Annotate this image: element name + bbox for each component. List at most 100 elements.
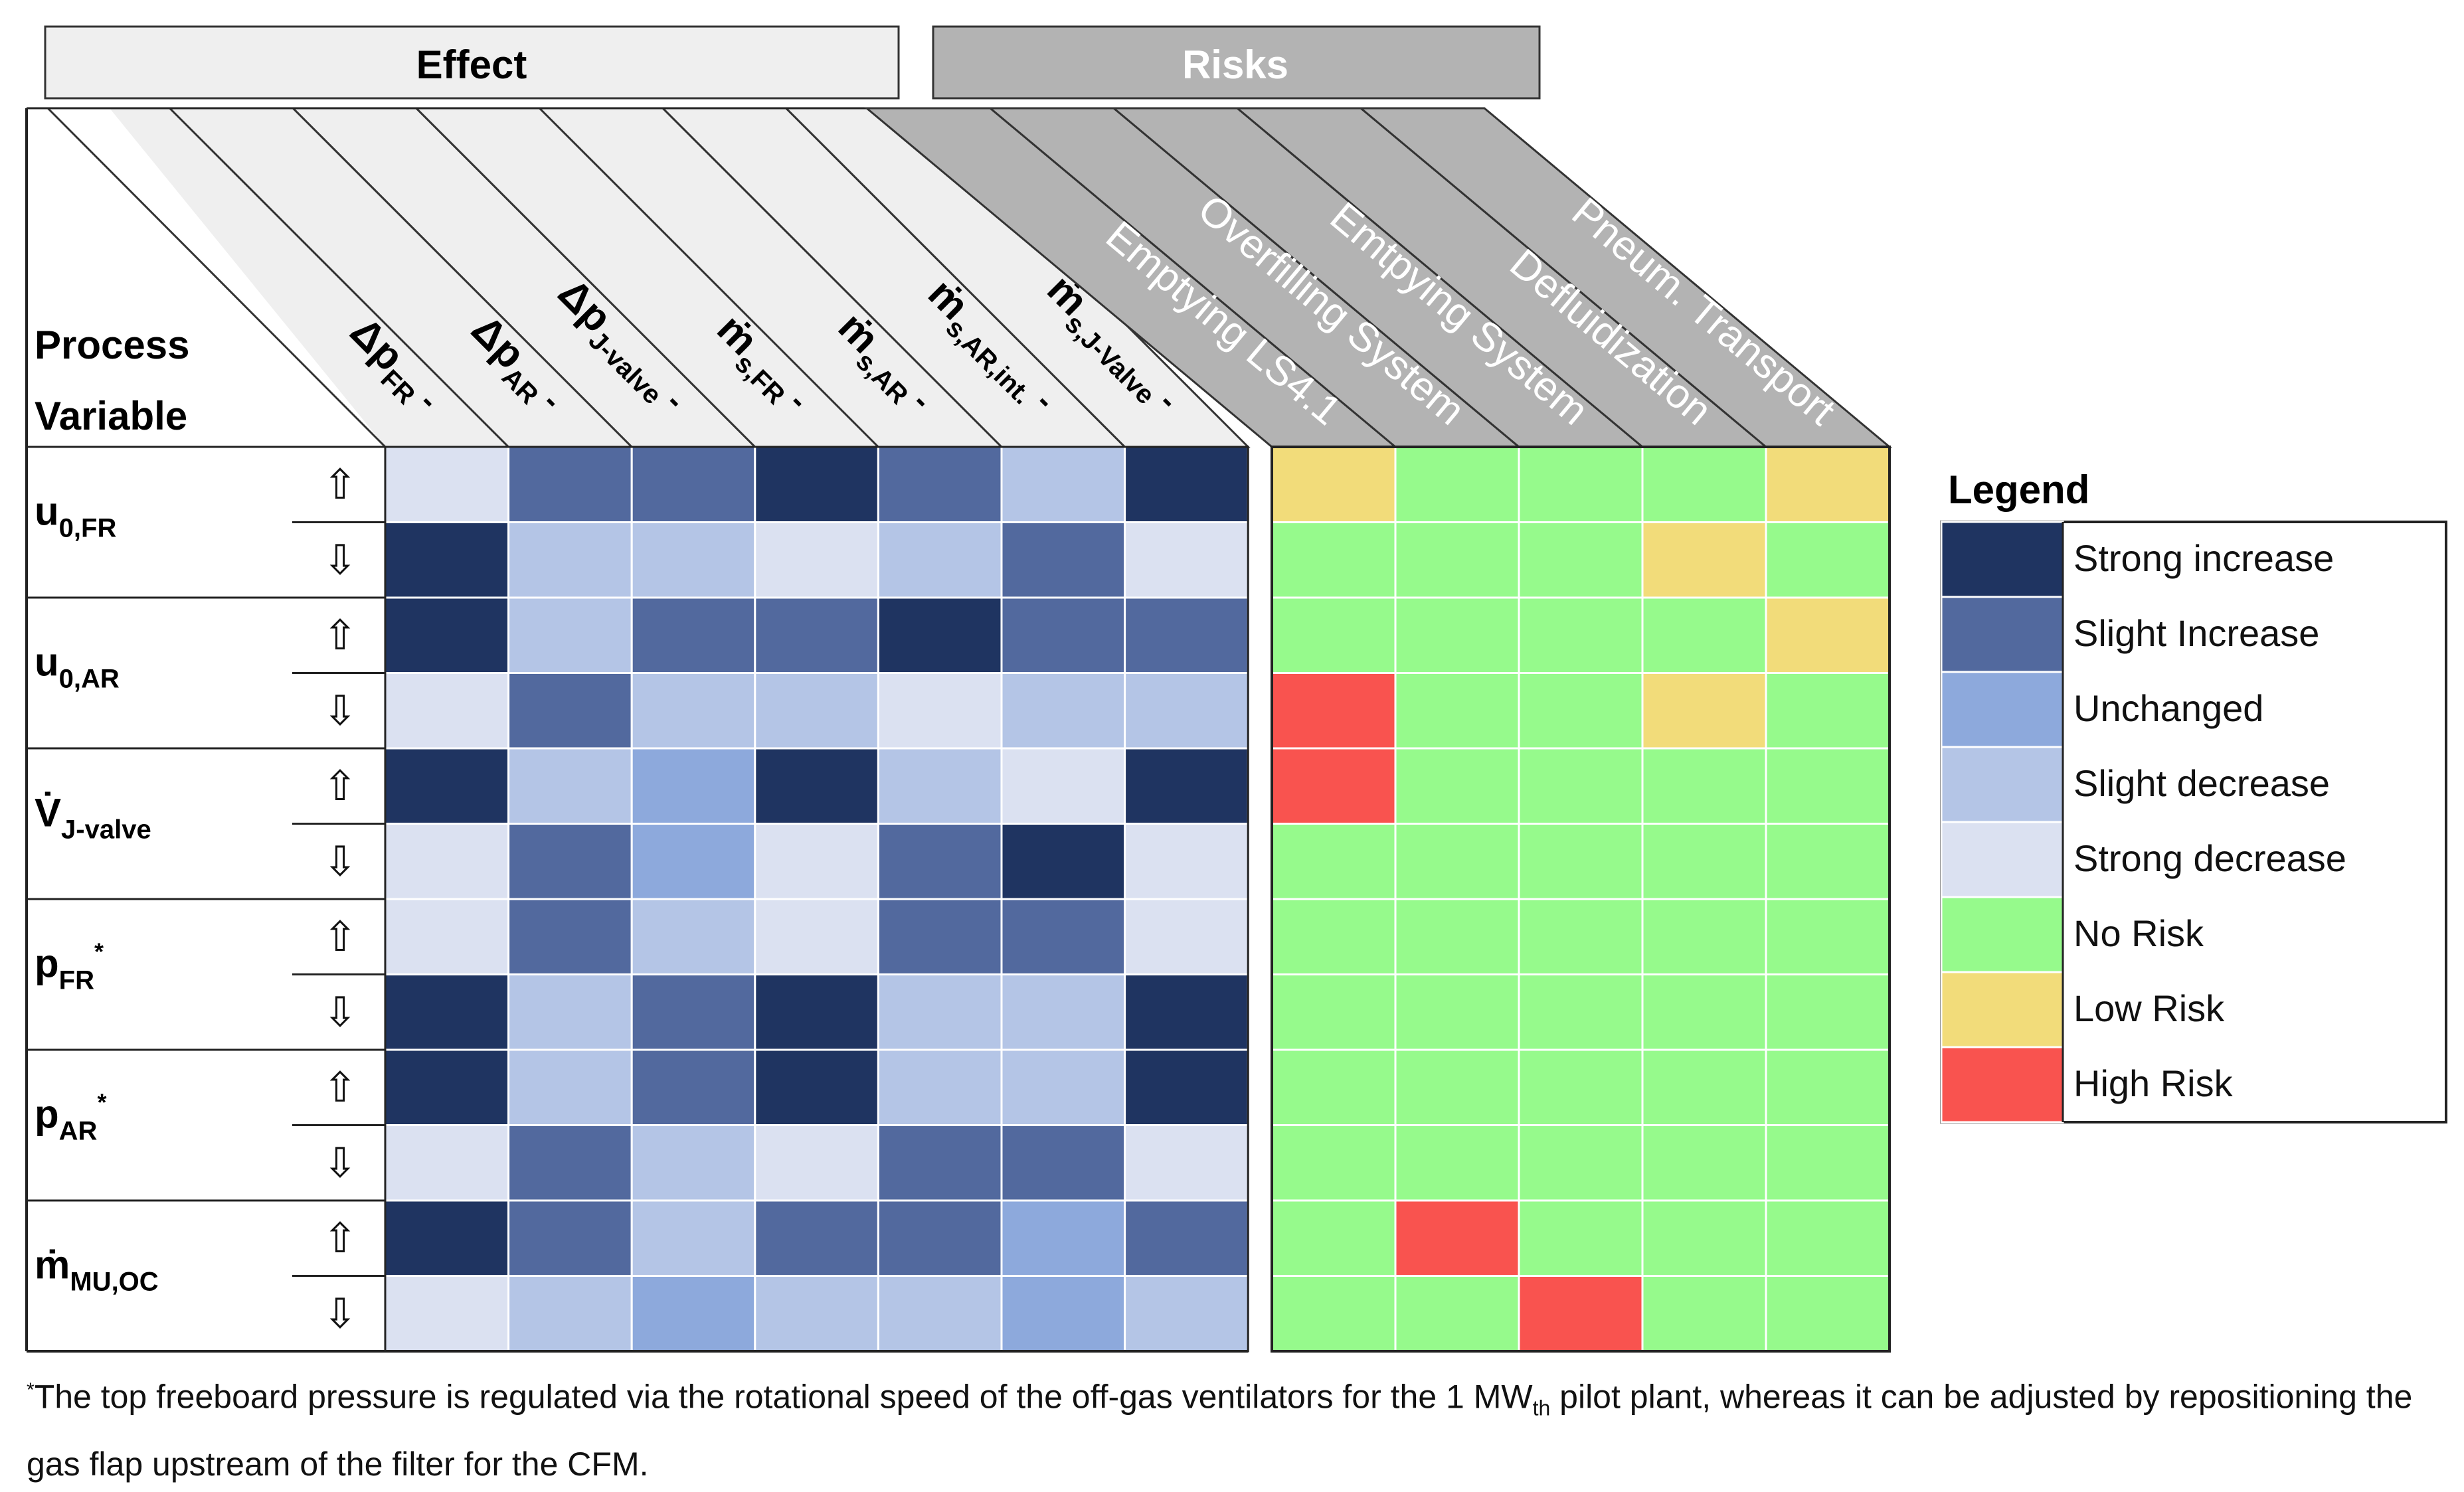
effect-cell [1000, 1124, 1126, 1202]
risk-cell [1394, 823, 1520, 900]
process-variable-sub: 0,AR [59, 665, 120, 694]
effect-cell [754, 521, 879, 599]
process-variable-sub: AR [59, 1117, 98, 1146]
legend-swatch [1940, 596, 2064, 673]
legend-label: Slight decrease [2073, 762, 2330, 804]
risk-cell [1765, 1124, 1891, 1202]
risk-cell [1641, 1199, 1767, 1277]
effect-cell [754, 1199, 879, 1277]
risk-cell [1271, 898, 1397, 975]
process-variable-main: ṁ [35, 1243, 70, 1287]
risk-cell [1394, 596, 1520, 674]
effect-cell [384, 1275, 510, 1353]
process-variable-label: V̇J-valve [35, 791, 151, 845]
effect-cell [754, 747, 879, 825]
risk-cell [1641, 596, 1767, 674]
effect-cell [1124, 521, 1249, 599]
effect-cell [630, 1124, 756, 1202]
legend-label: Strong decrease [2073, 837, 2346, 879]
effect-cell [1000, 747, 1126, 825]
legend-swatch [1940, 896, 2064, 973]
risk-cell [1271, 672, 1397, 750]
legend-item: Unchanged [1940, 671, 2263, 748]
legend-item: Low Risk [1940, 971, 2225, 1048]
risk-cell [1518, 747, 1644, 825]
risk-cell [1641, 747, 1767, 825]
direction-arrow: ⇧ [323, 613, 357, 659]
risk-cell [1271, 521, 1397, 599]
risk-cell [1765, 1199, 1891, 1277]
risk-cell [1641, 1048, 1767, 1126]
risk-cell [1765, 1275, 1891, 1353]
effect-cell [1124, 898, 1249, 975]
risk-cell [1641, 1124, 1767, 1202]
effect-cell [384, 596, 510, 674]
effect-cell [877, 823, 1003, 900]
effect-cell [754, 898, 879, 975]
risk-grid-frame [1271, 446, 1891, 1353]
legend-label: Strong increase [2073, 537, 2334, 579]
risk-cell [1518, 898, 1644, 975]
effect-cell [1000, 1048, 1126, 1126]
risk-cell [1765, 672, 1891, 750]
effect-cell [384, 823, 510, 900]
process-variable-main: V̇ [35, 791, 61, 835]
effect-cell [507, 596, 633, 674]
legend-item: No Risk [1940, 896, 2204, 973]
risk-cell [1394, 747, 1520, 825]
direction-arrow: ⇩ [323, 538, 357, 584]
effect-cell [754, 1275, 879, 1353]
risk-cell [1641, 823, 1767, 900]
legend-label: Unchanged [2073, 687, 2263, 729]
effect-cell [877, 1275, 1003, 1353]
effect-cell [630, 747, 756, 825]
effect-cell [507, 672, 633, 750]
footnote-text-2: pilot plant, whereas it can be adjusted … [27, 1378, 2413, 1483]
effect-cell [630, 898, 756, 975]
risk-cell [1641, 1275, 1767, 1353]
effect-cell [630, 973, 756, 1051]
risk-cell [1271, 747, 1397, 825]
effect-cell [1124, 672, 1249, 750]
risk-cell [1518, 596, 1644, 674]
legend-item: High Risk [1940, 1046, 2234, 1123]
risk-cell [1394, 521, 1520, 599]
effect-cell [384, 747, 510, 825]
risk-cell [1271, 1275, 1397, 1353]
process-variable-main: u [35, 640, 59, 685]
direction-arrow: ⇩ [323, 1141, 357, 1187]
direction-arrow: ⇩ [323, 689, 357, 734]
effect-cell [630, 1275, 756, 1353]
footnote: *The top freeboard pressure is regulated… [27, 1363, 2418, 1492]
effect-cell [877, 521, 1003, 599]
effect-cell [507, 898, 633, 975]
legend-label: Low Risk [2073, 987, 2225, 1029]
risk-cell [1271, 1124, 1397, 1202]
effect-cell [507, 1124, 633, 1202]
row-header-corner [27, 108, 385, 447]
effect-cell [1124, 823, 1249, 900]
direction-arrow: ⇩ [323, 990, 357, 1036]
footnote-text-1: The top freeboard pressure is regulated … [34, 1378, 1533, 1416]
effect-cell [507, 1048, 633, 1126]
risk-cell [1518, 1048, 1644, 1126]
effect-cell [877, 446, 1003, 523]
effect-cell [1000, 973, 1126, 1051]
direction-arrow: ⇧ [323, 462, 357, 508]
direction-arrow: ⇧ [323, 1216, 357, 1262]
process-variable-sub: 0,FR [59, 514, 117, 543]
risk-cell [1394, 672, 1520, 750]
effect-cell [507, 973, 633, 1051]
effect-cell [630, 823, 756, 900]
risk-cell [1394, 446, 1520, 523]
risk-cell [1765, 1048, 1891, 1126]
risk-cell [1271, 1048, 1397, 1126]
direction-arrow: ⇧ [323, 1065, 357, 1111]
process-variable-label: u0,FR [35, 489, 116, 543]
risk-cell [1765, 521, 1891, 599]
effect-cell [1124, 596, 1249, 674]
effect-cell [630, 596, 756, 674]
risk-cell [1641, 898, 1767, 975]
effect-header-label: Effect [416, 42, 527, 87]
legend-swatch [1940, 821, 2064, 898]
